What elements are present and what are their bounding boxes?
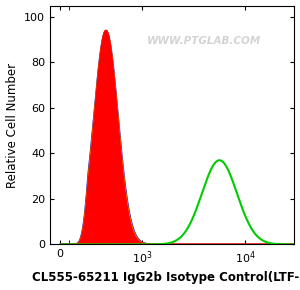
- X-axis label: CL555-65211 IgG2b Isotype Control(LTF-2): CL555-65211 IgG2b Isotype Control(LTF-2): [32, 271, 300, 284]
- Text: WWW.PTGLAB.COM: WWW.PTGLAB.COM: [147, 36, 261, 46]
- Y-axis label: Relative Cell Number: Relative Cell Number: [6, 62, 19, 188]
